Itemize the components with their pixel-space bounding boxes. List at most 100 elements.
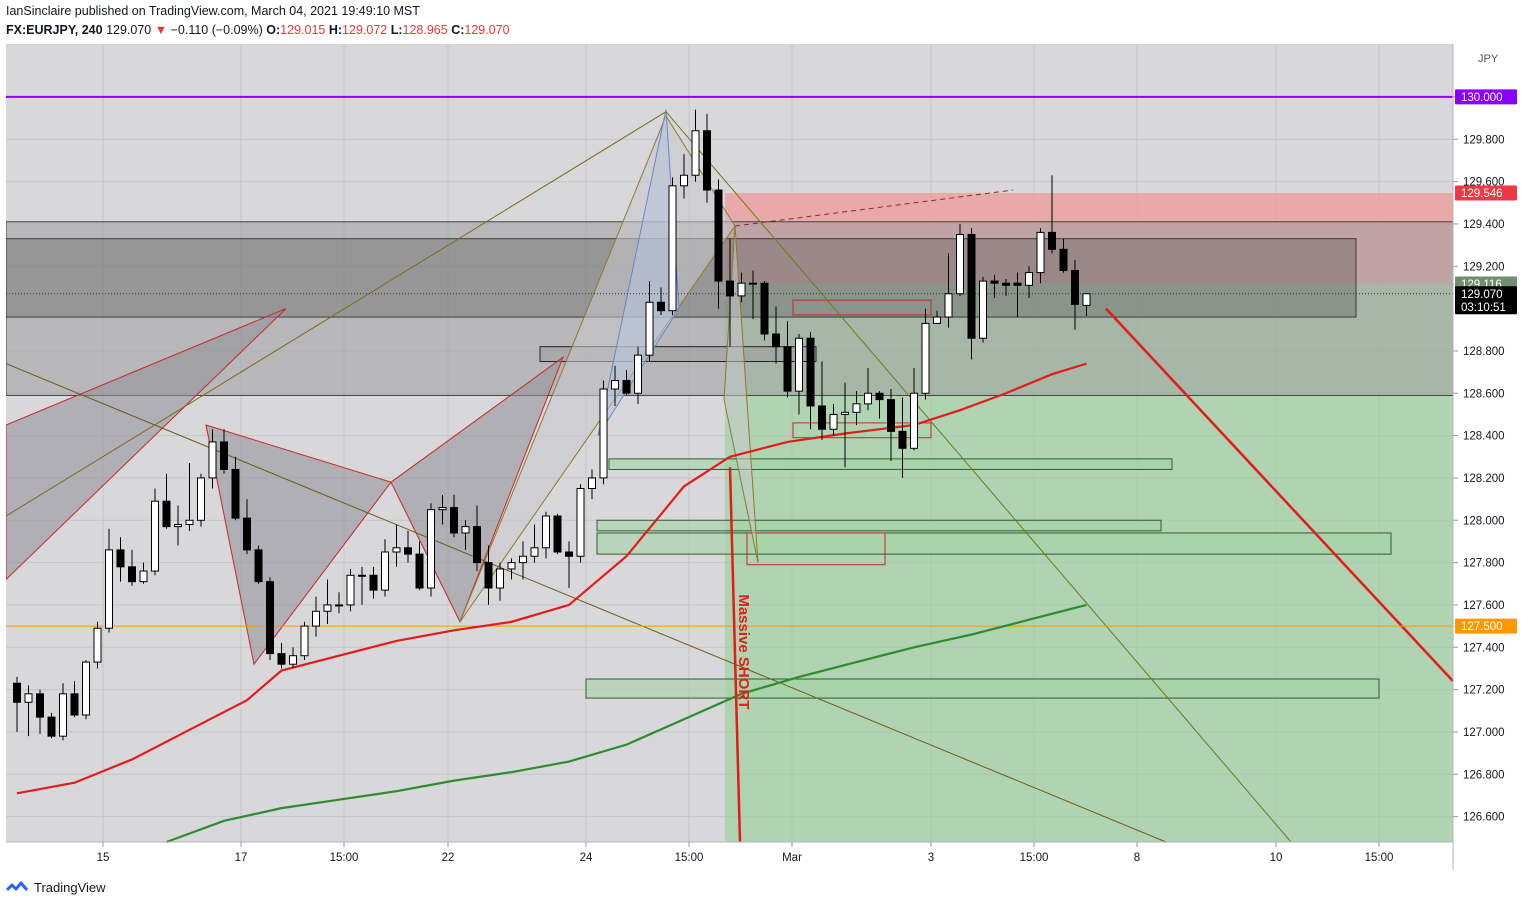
price-tick-label: 127.200 <box>1463 685 1505 697</box>
price-badge-label: 130.000 <box>1461 92 1503 104</box>
drawn-box <box>792 299 932 316</box>
price-badge-label: 127.500 <box>1461 621 1503 633</box>
price-tick-label: 128.400 <box>1463 431 1505 443</box>
price-badge <box>1455 89 1517 105</box>
candle-body <box>760 282 769 335</box>
candle-body <box>473 526 481 564</box>
candle-body <box>105 549 113 629</box>
candle-body <box>1071 269 1079 305</box>
candle-body <box>680 174 688 187</box>
candle-body <box>875 392 884 401</box>
time-tick-label: 10 <box>1270 852 1283 864</box>
short-arrow-line <box>728 467 742 843</box>
last-price: 129.070 <box>106 23 152 37</box>
candle-body <box>438 507 447 511</box>
candle-body <box>208 441 217 479</box>
candle-body <box>864 392 872 405</box>
ema-slow-line <box>166 603 1087 844</box>
publisher-line: IanSinclaire published on TradingView.co… <box>6 4 420 18</box>
candle-body <box>795 337 803 392</box>
candle-body <box>1048 231 1056 250</box>
candle-body <box>289 655 297 665</box>
time-tick-label: 15:00 <box>1365 852 1394 864</box>
candle-body <box>990 280 999 284</box>
candle-body <box>599 388 608 479</box>
candle-body <box>714 189 723 282</box>
candle-body <box>70 693 79 716</box>
candle-body <box>726 280 734 297</box>
candle-body <box>243 517 251 551</box>
candle-body <box>703 130 711 191</box>
price-axis-background <box>1453 44 1522 842</box>
time-axis[interactable]: 15 17 15:00 22 24 15:00 Mar 3 15:00 8 10 15:00 <box>97 842 1394 864</box>
price-axis[interactable]: 13129.800129.600129.400129.200128.800128… <box>1453 92 1505 824</box>
candle-body <box>565 551 573 557</box>
footer-brand[interactable]: TradingView <box>34 880 106 895</box>
chart-header: IanSinclaire published on TradingView.co… <box>6 4 510 37</box>
candle-body <box>13 682 21 703</box>
price-tick-label: 127.400 <box>1463 642 1505 654</box>
candle-body <box>783 346 792 392</box>
candle-body <box>1036 231 1045 274</box>
time-axis-background <box>6 842 1453 870</box>
candle-body <box>933 316 941 324</box>
candle-body <box>59 693 67 737</box>
price-chart[interactable]: Massive SHORT 13129.800129.600129.400129… <box>5 44 1522 870</box>
candle-body <box>1013 282 1022 286</box>
drawn-box <box>585 678 1380 699</box>
symbol-name[interactable]: FX:EURJPY, 240 <box>6 23 103 37</box>
candle-body <box>1025 272 1033 286</box>
countdown-label: 03:10:51 <box>1461 302 1506 314</box>
time-tick-label: 22 <box>442 852 455 864</box>
candle-body <box>392 547 401 553</box>
candle-body <box>979 280 987 339</box>
time-tick-label: 3 <box>928 852 934 864</box>
candle-body <box>645 301 654 356</box>
price-tick-label: 128.000 <box>1463 515 1505 527</box>
candle-body <box>806 337 815 407</box>
candle-body <box>427 509 435 589</box>
candle-body <box>277 653 286 665</box>
candle-body <box>93 627 102 663</box>
candle-body <box>818 405 826 430</box>
candle-body <box>910 392 918 449</box>
down-arrow-icon: ▼ <box>154 23 168 37</box>
price-tick-label: 127.000 <box>1463 727 1505 739</box>
candle-body <box>128 566 136 583</box>
candle-body <box>335 604 343 607</box>
candle-body <box>611 380 619 390</box>
candle-body <box>185 519 194 525</box>
candle-body <box>956 234 964 295</box>
trend-lines <box>5 111 1454 843</box>
candle-body <box>772 333 780 348</box>
candles <box>13 109 1091 741</box>
candle-body <box>450 507 458 534</box>
price-tick-label: 128.600 <box>1463 388 1505 400</box>
price-change: −0.110 (−0.09%) <box>170 23 263 37</box>
price-tick-label: 129.800 <box>1463 134 1505 146</box>
candle-body <box>358 574 366 577</box>
candle-body <box>944 293 953 318</box>
candle-body <box>921 322 930 394</box>
drawn-box <box>746 532 886 566</box>
drawn-box <box>596 532 1392 555</box>
price-tick-label: 128.200 <box>1463 473 1505 485</box>
candle-body <box>484 562 493 589</box>
high-value: 129.072 <box>342 23 388 37</box>
trend-line <box>5 363 1167 843</box>
candle-body <box>381 551 389 591</box>
candle-body <box>369 574 378 591</box>
price-badge <box>1455 618 1517 634</box>
candle-body <box>668 185 677 312</box>
price-tick-label: 126.800 <box>1463 769 1505 781</box>
currency-label: JPY <box>1478 53 1499 65</box>
candle-body <box>507 562 516 570</box>
chart-frame[interactable]: Massive SHORT 13129.800129.600129.400129… <box>5 44 1522 870</box>
moving-averages <box>16 362 1087 844</box>
candle-body <box>162 500 171 528</box>
price-tick-label: 128.800 <box>1463 346 1505 358</box>
candle-body <box>576 488 585 557</box>
candle-body <box>254 549 263 583</box>
dashed-projection <box>734 189 1014 227</box>
candle-body <box>231 468 240 519</box>
